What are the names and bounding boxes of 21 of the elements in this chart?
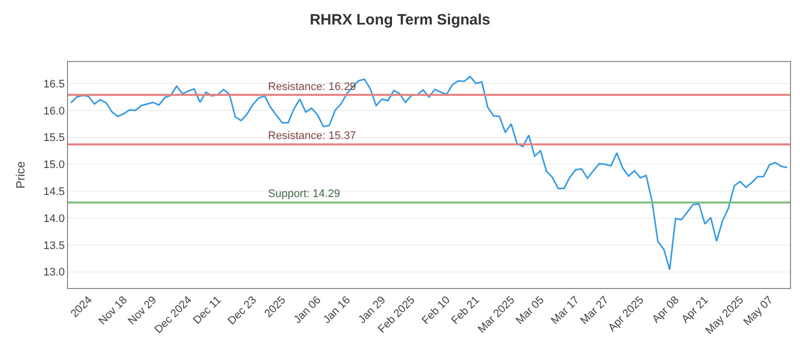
y-tick-label: 16.0: [43, 105, 65, 118]
line-series: [70, 76, 788, 270]
x-tick-label: Feb 21: [449, 294, 482, 327]
x-tick-label: Dec 11: [191, 294, 224, 327]
ref-line-label: Resistance: 15.37: [268, 130, 356, 142]
x-tick-label: Mar 05: [514, 294, 547, 327]
y-tick-label: 15.0: [43, 159, 65, 172]
x-tick-label: Jan 16: [320, 294, 353, 326]
y-tick-label: 13.0: [43, 266, 65, 279]
y-tick-label: 14.0: [43, 212, 65, 225]
ref-line-label: Support: 14.29: [268, 188, 340, 200]
y-axis-title: Price: [14, 161, 28, 189]
y-tick-label: 13.5: [43, 240, 65, 252]
y-tick-label: 16.5: [43, 78, 65, 90]
chart-title: RHRX Long Term Signals: [310, 12, 490, 28]
x-tick-label: Dec 23: [226, 294, 259, 328]
x-tick-label: Apr 08: [650, 294, 682, 326]
y-tick-label: 15.5: [43, 132, 65, 144]
y-tick-label: 14.5: [43, 186, 65, 198]
x-tick-label: Apr 21: [679, 294, 711, 326]
x-tick-label: Jan 06: [292, 294, 324, 326]
